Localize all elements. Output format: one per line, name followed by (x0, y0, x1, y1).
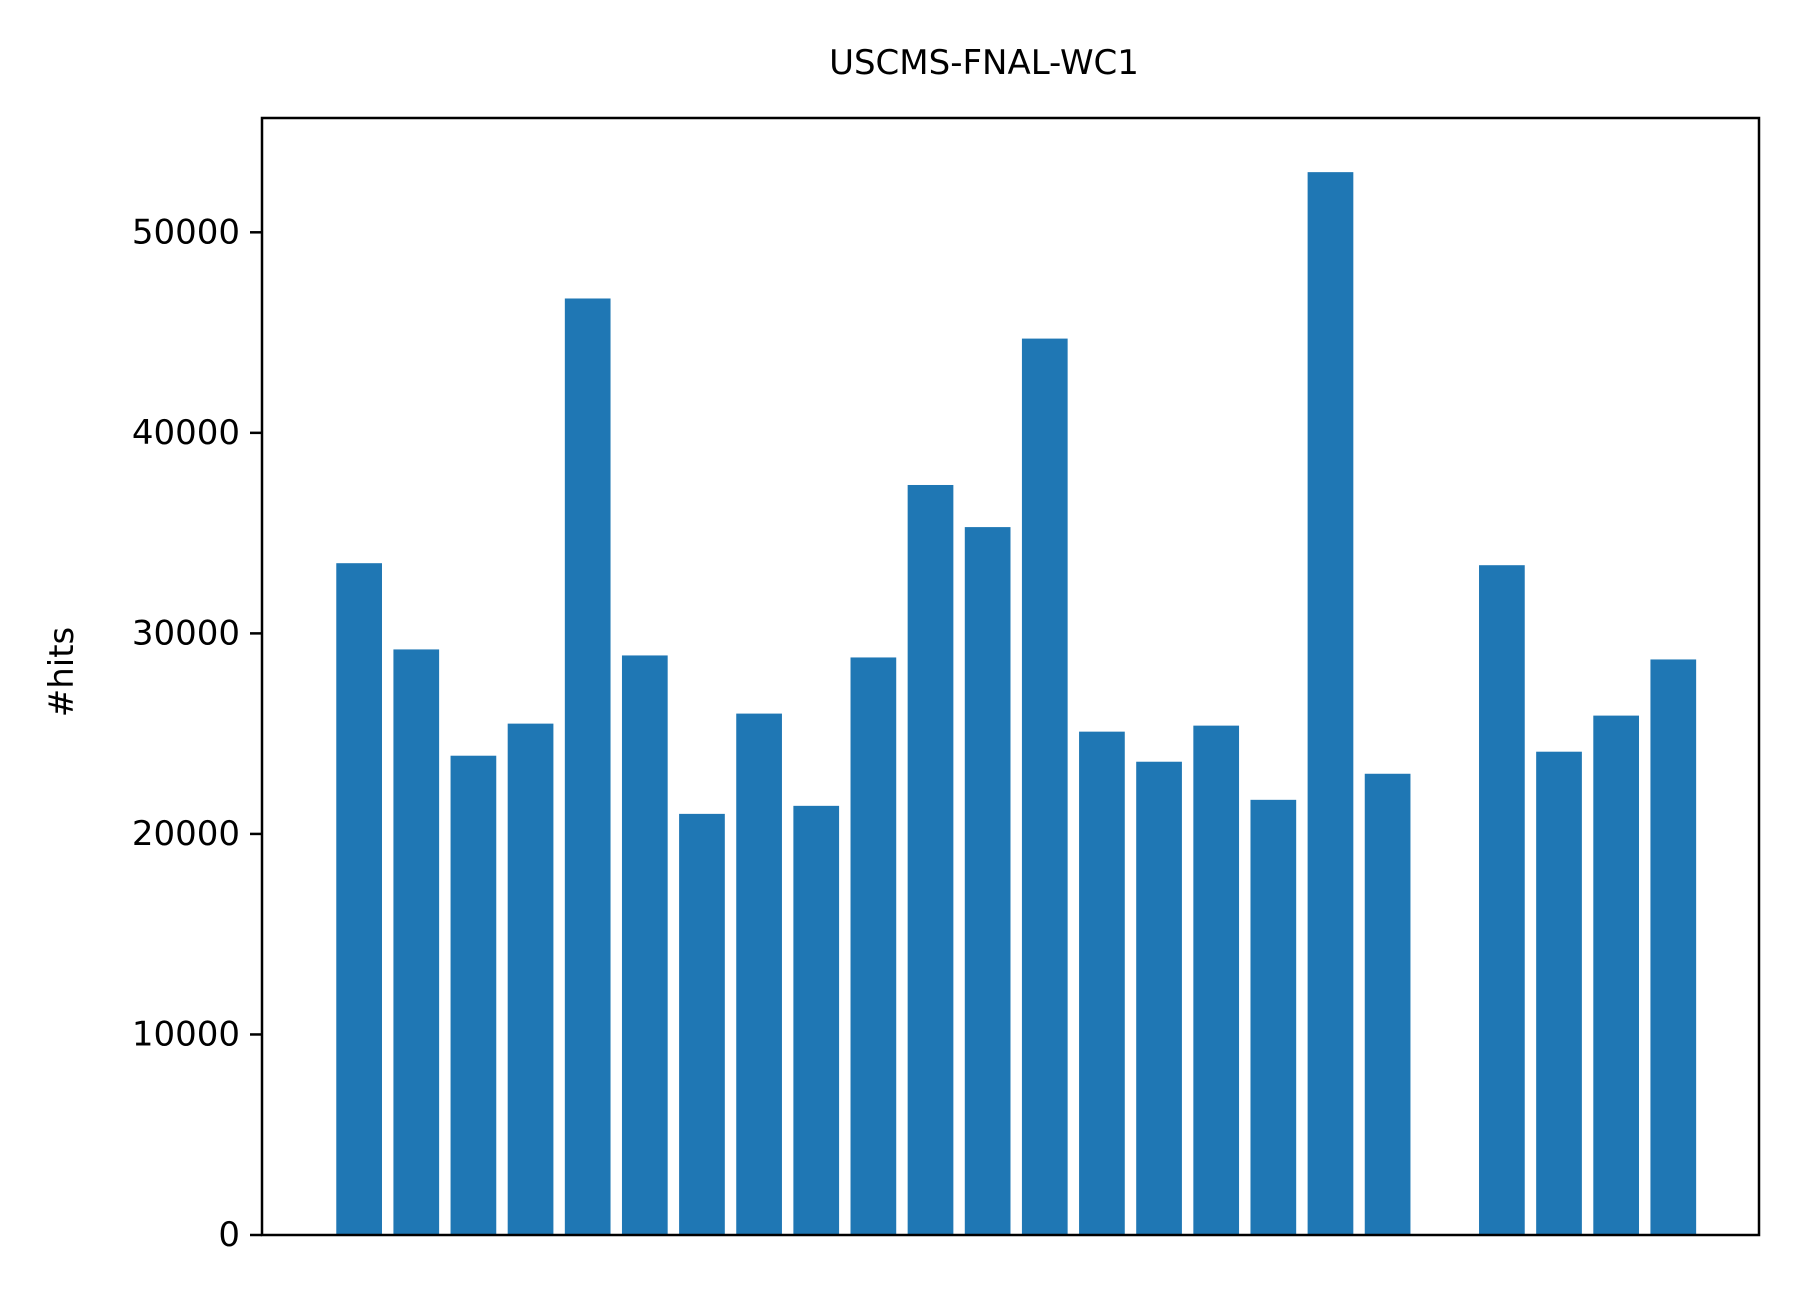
bar-11 (964, 527, 1011, 1235)
bar-18 (1364, 773, 1411, 1235)
bar-22 (1650, 659, 1697, 1235)
bar-16 (1250, 799, 1297, 1235)
y-tick-label: 20000 (132, 814, 240, 854)
bar-6 (679, 813, 725, 1235)
y-tick-label: 0 (218, 1215, 240, 1255)
bar-21 (1593, 715, 1640, 1235)
plot-frame (260, 116, 1761, 1237)
bar-20 (1536, 751, 1582, 1235)
bar-5 (621, 655, 668, 1235)
y-axis: 0 10000 20000 30000 40000 50000 (132, 212, 262, 1255)
bar-12 (1021, 338, 1068, 1235)
bar-19 (1479, 565, 1525, 1235)
bar-15 (1193, 725, 1240, 1235)
bar-3 (507, 723, 554, 1235)
bar-1 (393, 649, 440, 1235)
bar-10 (907, 484, 954, 1236)
bar-14 (1136, 761, 1182, 1235)
bars-group (336, 172, 1697, 1236)
bar-7 (736, 713, 782, 1235)
bar-9 (850, 657, 897, 1235)
bar-0 (336, 563, 382, 1235)
bar-17 (1307, 172, 1354, 1236)
bar-2 (450, 755, 497, 1235)
bar-13 (1079, 731, 1125, 1235)
bar-4 (564, 298, 611, 1235)
bar-8 (793, 805, 840, 1235)
y-tick-label: 30000 (132, 613, 240, 653)
y-axis-label: #hits (42, 627, 82, 718)
y-tick-label: 10000 (132, 1014, 240, 1054)
chart-title: USCMS-FNAL-WC1 (829, 43, 1139, 83)
y-tick-label: 50000 (132, 212, 240, 252)
y-tick-label: 40000 (132, 413, 240, 453)
